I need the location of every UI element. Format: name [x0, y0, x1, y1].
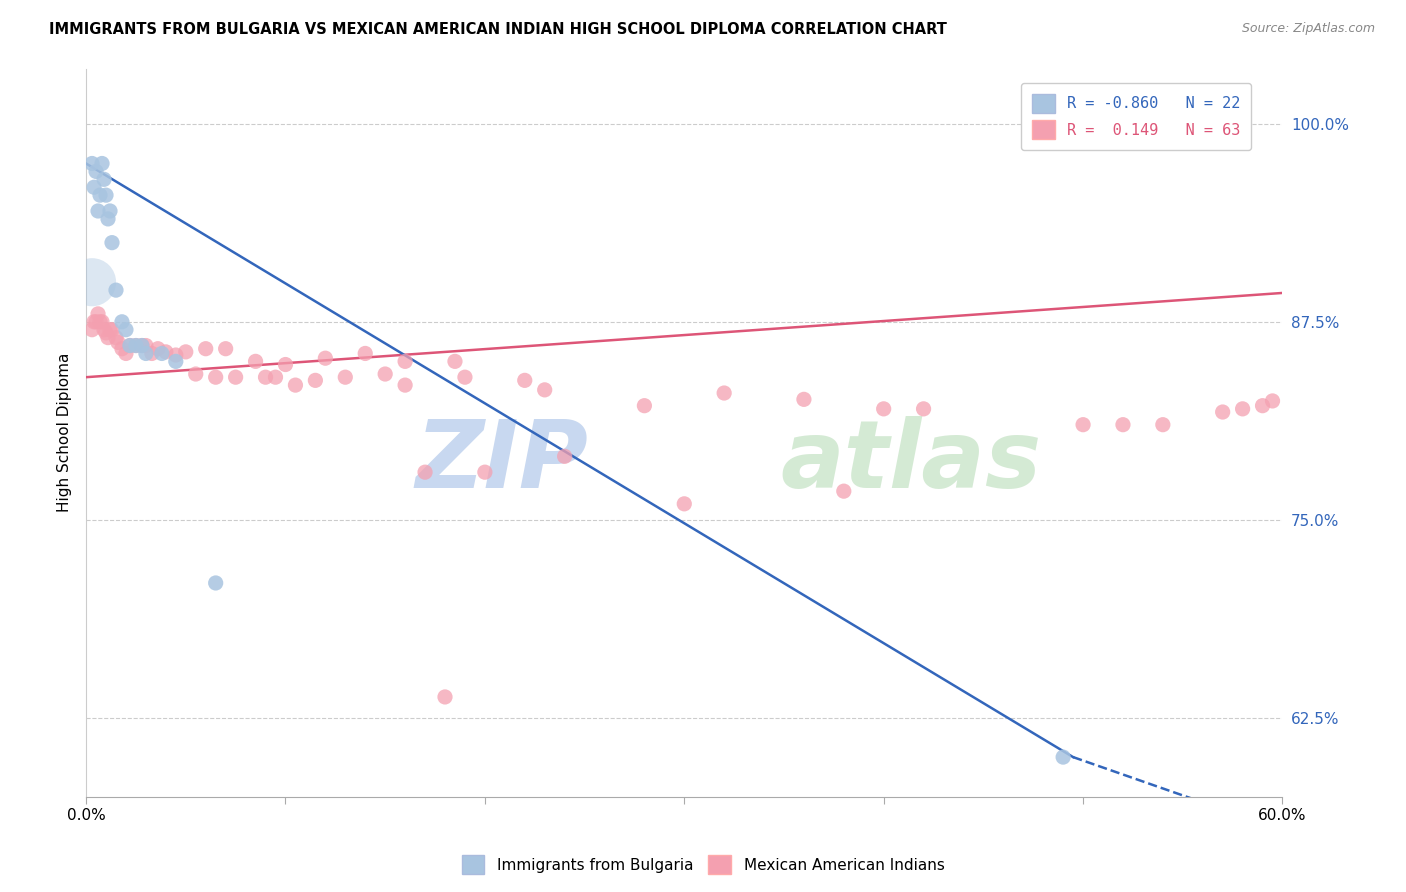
- Point: [115, 323, 138, 337]
- Point: [444, 354, 467, 368]
- Point: [254, 370, 277, 384]
- Point: [80, 275, 103, 289]
- Text: ZIP: ZIP: [416, 416, 589, 508]
- Point: [304, 373, 326, 387]
- Point: [87, 204, 110, 219]
- Point: [101, 323, 124, 337]
- Point: [125, 338, 148, 352]
- Legend: Immigrants from Bulgaria, Mexican American Indians: Immigrants from Bulgaria, Mexican Americ…: [456, 849, 950, 880]
- Point: [225, 370, 247, 384]
- Point: [93, 172, 115, 186]
- Point: [141, 346, 163, 360]
- Point: [84, 315, 107, 329]
- Point: [98, 323, 121, 337]
- Point: [125, 338, 148, 352]
- Point: [80, 323, 103, 337]
- Point: [204, 370, 226, 384]
- Point: [474, 465, 496, 479]
- Point: [433, 690, 456, 704]
- Point: [91, 156, 114, 170]
- Point: [83, 180, 105, 194]
- Point: [274, 358, 297, 372]
- Point: [135, 338, 157, 352]
- Point: [84, 164, 107, 178]
- Text: Source: ZipAtlas.com: Source: ZipAtlas.com: [1241, 22, 1375, 36]
- Point: [131, 338, 153, 352]
- Point: [83, 315, 105, 329]
- Point: [912, 401, 935, 416]
- Point: [111, 315, 134, 329]
- Point: [91, 315, 114, 329]
- Point: [80, 156, 103, 170]
- Y-axis label: High School Diploma: High School Diploma: [58, 353, 72, 512]
- Point: [245, 354, 267, 368]
- Point: [135, 346, 157, 360]
- Point: [394, 354, 416, 368]
- Point: [101, 235, 124, 250]
- Point: [1261, 393, 1284, 408]
- Point: [673, 497, 696, 511]
- Point: [513, 373, 536, 387]
- Point: [131, 338, 153, 352]
- Point: [454, 370, 477, 384]
- Point: [354, 346, 377, 360]
- Point: [89, 315, 111, 329]
- Point: [94, 188, 117, 202]
- Point: [413, 465, 436, 479]
- Point: [98, 204, 121, 219]
- Point: [194, 342, 217, 356]
- Point: [111, 342, 134, 356]
- Point: [264, 370, 287, 384]
- Point: [204, 576, 226, 591]
- Point: [335, 370, 357, 384]
- Legend: R = -0.860   N = 22, R =  0.149   N = 63: R = -0.860 N = 22, R = 0.149 N = 63: [1021, 84, 1251, 150]
- Point: [165, 354, 187, 368]
- Point: [1071, 417, 1094, 432]
- Text: IMMIGRANTS FROM BULGARIA VS MEXICAN AMERICAN INDIAN HIGH SCHOOL DIPLOMA CORRELAT: IMMIGRANTS FROM BULGARIA VS MEXICAN AMER…: [49, 22, 948, 37]
- Point: [374, 367, 396, 381]
- Point: [394, 378, 416, 392]
- Point: [713, 386, 735, 401]
- Point: [107, 335, 129, 350]
- Point: [118, 338, 141, 352]
- Point: [150, 346, 173, 360]
- Point: [104, 283, 127, 297]
- Point: [1112, 417, 1135, 432]
- Point: [832, 484, 855, 499]
- Point: [1251, 399, 1274, 413]
- Point: [104, 330, 127, 344]
- Point: [155, 344, 177, 359]
- Point: [165, 348, 187, 362]
- Point: [97, 211, 120, 226]
- Point: [1212, 405, 1234, 419]
- Point: [118, 338, 141, 352]
- Point: [93, 323, 115, 337]
- Point: [554, 450, 576, 464]
- Point: [146, 342, 169, 356]
- Point: [214, 342, 236, 356]
- Point: [314, 351, 336, 366]
- Point: [174, 344, 197, 359]
- Point: [793, 392, 815, 407]
- Point: [184, 367, 207, 381]
- Text: atlas: atlas: [780, 416, 1042, 508]
- Point: [87, 307, 110, 321]
- Point: [284, 378, 307, 392]
- Point: [633, 399, 655, 413]
- Point: [94, 326, 117, 340]
- Point: [1052, 750, 1074, 764]
- Point: [1232, 401, 1254, 416]
- Point: [115, 346, 138, 360]
- Point: [89, 188, 111, 202]
- Point: [873, 401, 896, 416]
- Point: [97, 330, 120, 344]
- Point: [1152, 417, 1174, 432]
- Point: [533, 383, 555, 397]
